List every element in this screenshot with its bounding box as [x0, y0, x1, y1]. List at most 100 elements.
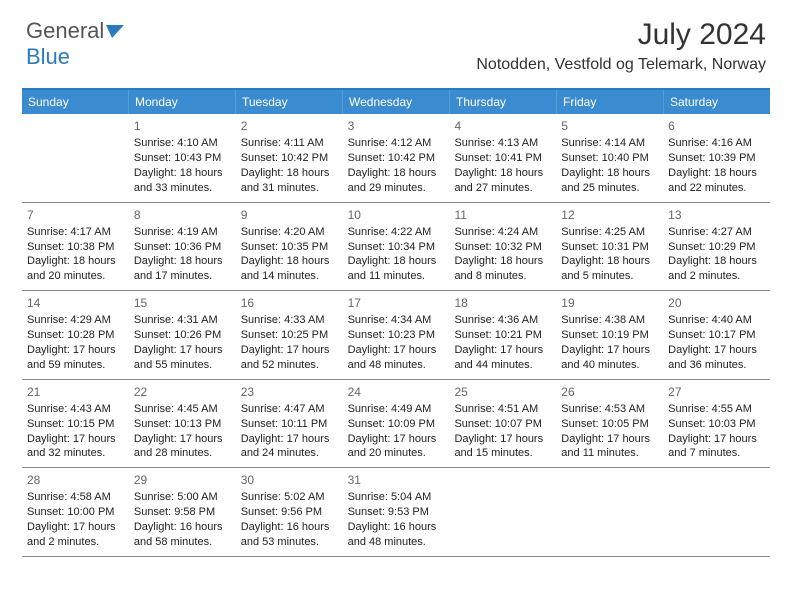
calendar-day: 13Sunrise: 4:27 AMSunset: 10:29 PMDaylig…: [663, 203, 770, 291]
day-info-line: Sunrise: 4:55 AM: [668, 402, 765, 417]
day-info-line: Daylight: 17 hours: [561, 432, 658, 447]
calendar-day: 8Sunrise: 4:19 AMSunset: 10:36 PMDayligh…: [129, 203, 236, 291]
day-info-line: Sunset: 10:19 PM: [561, 328, 658, 343]
day-info-line: Daylight: 17 hours: [241, 343, 338, 358]
calendar-day: 17Sunrise: 4:34 AMSunset: 10:23 PMDaylig…: [343, 291, 450, 379]
month-title: July 2024: [476, 18, 766, 52]
day-info-line: and 32 minutes.: [27, 446, 124, 461]
day-info-line: Daylight: 16 hours: [241, 520, 338, 535]
day-info-line: Sunset: 10:40 PM: [561, 151, 658, 166]
day-info-line: and 11 minutes.: [561, 446, 658, 461]
logo-text-general: General: [26, 18, 104, 43]
calendar-day-empty: [663, 468, 770, 556]
calendar-day: 14Sunrise: 4:29 AMSunset: 10:28 PMDaylig…: [22, 291, 129, 379]
calendar-day: 2Sunrise: 4:11 AMSunset: 10:42 PMDayligh…: [236, 114, 343, 202]
calendar-day: 3Sunrise: 4:12 AMSunset: 10:42 PMDayligh…: [343, 114, 450, 202]
day-info-line: Daylight: 18 hours: [561, 166, 658, 181]
calendar-day-empty: [22, 114, 129, 202]
day-info-line: and 53 minutes.: [241, 535, 338, 550]
day-info-line: Daylight: 17 hours: [27, 432, 124, 447]
day-info-line: Sunset: 10:38 PM: [27, 240, 124, 255]
day-info-line: Sunset: 10:39 PM: [668, 151, 765, 166]
day-info-line: and 15 minutes.: [454, 446, 551, 461]
day-info-line: Sunset: 10:41 PM: [454, 151, 551, 166]
day-info-line: Sunset: 10:32 PM: [454, 240, 551, 255]
day-header: Thursday: [450, 90, 557, 114]
day-info-line: Daylight: 17 hours: [348, 432, 445, 447]
calendar-day: 5 Sunrise: 4:14 AMSunset: 10:40 PMDayligh…: [556, 114, 663, 202]
day-info-line: Sunrise: 4:24 AM: [454, 225, 551, 240]
day-info-line: Sunset: 10:42 PM: [241, 151, 338, 166]
day-info-line: Sunset: 10:17 PM: [668, 328, 765, 343]
day-info-line: Sunset: 10:13 PM: [134, 417, 231, 432]
day-info-line: and 11 minutes.: [348, 269, 445, 284]
calendar-day: 11Sunrise: 4:24 AMSunset: 10:32 PMDaylig…: [449, 203, 556, 291]
day-info-line: Daylight: 18 hours: [134, 166, 231, 181]
day-number: 27: [668, 384, 765, 400]
day-info-line: Sunrise: 4:49 AM: [348, 402, 445, 417]
day-number: 4: [454, 118, 551, 134]
day-number: 16: [241, 295, 338, 311]
day-info-line: Sunrise: 4:19 AM: [134, 225, 231, 240]
day-info-line: Daylight: 17 hours: [561, 343, 658, 358]
day-info-line: and 22 minutes.: [668, 181, 765, 196]
day-number: 17: [348, 295, 445, 311]
day-info-line: Sunrise: 4:31 AM: [134, 313, 231, 328]
day-info-line: Daylight: 18 hours: [454, 254, 551, 269]
day-info-line: Sunrise: 4:25 AM: [561, 225, 658, 240]
day-number: 5: [561, 118, 658, 134]
day-info-line: Daylight: 18 hours: [348, 166, 445, 181]
day-info-line: and 5 minutes.: [561, 269, 658, 284]
day-info-line: Daylight: 18 hours: [561, 254, 658, 269]
calendar-day: 9Sunrise: 4:20 AMSunset: 10:35 PMDayligh…: [236, 203, 343, 291]
header: General Blue July 2024 Notodden, Vestfol…: [0, 0, 792, 82]
day-info-line: Daylight: 17 hours: [134, 343, 231, 358]
day-number: 24: [348, 384, 445, 400]
day-number: 31: [348, 472, 445, 488]
day-info-line: Sunrise: 4:22 AM: [348, 225, 445, 240]
day-info-line: Sunrise: 4:14 AM: [561, 136, 658, 151]
day-number: 10: [348, 207, 445, 223]
day-info-line: Daylight: 16 hours: [348, 520, 445, 535]
title-block: July 2024 Notodden, Vestfold og Telemark…: [476, 18, 766, 74]
day-info-line: Sunset: 10:25 PM: [241, 328, 338, 343]
day-info-line: Sunrise: 4:47 AM: [241, 402, 338, 417]
day-info-line: Sunset: 9:56 PM: [241, 505, 338, 520]
day-headers-row: SundayMondayTuesdayWednesdayThursdayFrid…: [22, 90, 770, 114]
day-info-line: and 58 minutes.: [134, 535, 231, 550]
day-header: Sunday: [22, 90, 129, 114]
calendar-week: 14Sunrise: 4:29 AMSunset: 10:28 PMDaylig…: [22, 291, 770, 380]
calendar-day: 24Sunrise: 4:49 AMSunset: 10:09 PMDaylig…: [343, 380, 450, 468]
calendar-day: 30Sunrise: 5:02 AMSunset: 9:56 PMDayligh…: [236, 468, 343, 556]
day-info-line: and 17 minutes.: [134, 269, 231, 284]
day-info-line: Sunset: 9:58 PM: [134, 505, 231, 520]
day-info-line: Sunrise: 4:43 AM: [27, 402, 124, 417]
day-info-line: Sunrise: 4:34 AM: [348, 313, 445, 328]
day-info-line: Daylight: 18 hours: [454, 166, 551, 181]
calendar-day: 26Sunrise: 4:53 AMSunset: 10:05 PMDaylig…: [556, 380, 663, 468]
calendar-day: 20Sunrise: 4:40 AMSunset: 10:17 PMDaylig…: [663, 291, 770, 379]
day-info-line: and 59 minutes.: [27, 358, 124, 373]
day-info-line: Daylight: 17 hours: [134, 432, 231, 447]
day-info-line: and 52 minutes.: [241, 358, 338, 373]
day-info-line: and 48 minutes.: [348, 535, 445, 550]
day-info-line: Sunrise: 4:13 AM: [454, 136, 551, 151]
day-info-line: Sunrise: 4:33 AM: [241, 313, 338, 328]
day-info-line: and 44 minutes.: [454, 358, 551, 373]
day-info-line: and 33 minutes.: [134, 181, 231, 196]
day-info-line: and 36 minutes.: [668, 358, 765, 373]
calendar-day: 27Sunrise: 4:55 AMSunset: 10:03 PMDaylig…: [663, 380, 770, 468]
day-number: 30: [241, 472, 338, 488]
day-number: 6: [668, 118, 765, 134]
calendar-week: 28Sunrise: 4:58 AMSunset: 10:00 PMDaylig…: [22, 468, 770, 557]
day-info-line: Daylight: 18 hours: [134, 254, 231, 269]
day-info-line: Sunrise: 4:51 AM: [454, 402, 551, 417]
day-info-line: and 2 minutes.: [27, 535, 124, 550]
day-header: Wednesday: [343, 90, 450, 114]
day-info-line: Daylight: 16 hours: [134, 520, 231, 535]
calendar-day: 10Sunrise: 4:22 AMSunset: 10:34 PMDaylig…: [343, 203, 450, 291]
day-number: 19: [561, 295, 658, 311]
day-info-line: and 8 minutes.: [454, 269, 551, 284]
day-number: 1: [134, 118, 231, 134]
calendar-day-empty: [556, 468, 663, 556]
